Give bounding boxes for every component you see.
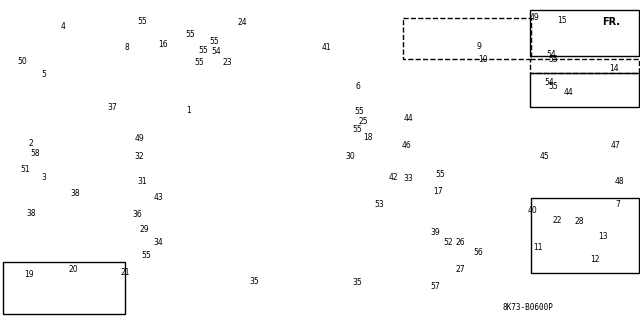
Text: 45: 45 [539,152,549,161]
Text: 54: 54 [547,50,557,59]
Text: 55: 55 [435,170,445,179]
Text: 47: 47 [611,141,621,150]
Text: 43: 43 [154,193,164,202]
Text: 51: 51 [20,165,31,174]
Text: 55: 55 [195,58,205,67]
Text: 48: 48 [614,177,625,186]
Text: 28: 28 [575,217,584,226]
Text: 57: 57 [430,282,440,291]
Text: 36: 36 [132,210,143,219]
Bar [530,10,639,56]
Text: 27: 27 [456,265,466,274]
Bar [531,198,639,273]
Text: 10: 10 [478,55,488,63]
Text: 55: 55 [209,37,220,46]
Text: 40: 40 [527,206,538,215]
Text: 35: 35 [352,278,362,287]
Text: 32: 32 [134,152,145,161]
Text: 30: 30 [346,152,356,161]
Text: 46: 46 [401,141,412,150]
Text: 11: 11 [533,243,542,252]
Text: 16: 16 [158,40,168,49]
Text: 37: 37 [107,103,117,112]
Text: 6: 6 [356,82,361,91]
Text: 13: 13 [598,232,608,241]
Text: 24: 24 [237,18,247,27]
Text: 20: 20 [68,265,79,274]
Text: 42: 42 [388,173,399,182]
Text: 38: 38 [70,189,81,198]
Text: 18: 18 [364,133,372,142]
Text: 55: 55 [198,46,209,55]
Text: 8K73-B0600P: 8K73-B0600P [502,303,554,312]
Text: 8: 8 [124,43,129,52]
Text: 2: 2 [28,139,33,148]
Text: 15: 15 [557,16,567,25]
Text: 55: 55 [186,30,196,39]
Text: 19: 19 [24,270,34,279]
Text: 50: 50 [17,57,28,66]
Text: 35: 35 [250,277,260,286]
Text: 26: 26 [456,238,466,247]
Text: 14: 14 [609,64,620,73]
Text: 55: 55 [352,125,362,134]
Text: 49: 49 [529,13,540,22]
Text: 3: 3 [41,173,46,182]
Text: 53: 53 [374,200,384,209]
Text: 4: 4 [60,22,65,31]
Text: 33: 33 [403,174,413,183]
Text: FR.: FR. [602,17,620,27]
Bar [530,73,639,107]
Bar [403,18,531,59]
Text: 38: 38 [26,209,36,218]
Bar [3,262,125,314]
Text: 5: 5 [41,70,46,79]
Text: 55: 55 [548,82,559,91]
Text: 34: 34 [154,238,164,247]
Bar [530,59,639,73]
Text: 44: 44 [403,114,413,122]
Text: 22: 22 [552,216,561,225]
Text: 56: 56 [474,248,484,256]
Text: 17: 17 [433,187,444,196]
Text: 55: 55 [355,107,365,115]
Text: 41: 41 [321,43,332,52]
Text: 44: 44 [563,88,573,97]
Text: 29: 29 [139,225,149,234]
Text: 21: 21 [120,268,129,277]
Text: 25: 25 [358,117,369,126]
Text: 7: 7 [615,200,620,209]
Text: 52: 52 [443,238,453,247]
Text: 39: 39 [430,228,440,237]
Text: 12: 12 [591,256,600,264]
Text: 49: 49 [134,134,145,143]
Text: 9: 9 [476,42,481,51]
Text: 31: 31 [137,177,147,186]
Text: 1: 1 [186,106,191,115]
Text: 54: 54 [544,78,554,87]
Text: 55: 55 [548,56,559,64]
Text: 58: 58 [30,149,40,158]
Text: 55: 55 [137,17,147,26]
Text: 55: 55 [141,251,151,260]
Text: 54: 54 [211,47,221,56]
Text: 23: 23 [222,58,232,67]
